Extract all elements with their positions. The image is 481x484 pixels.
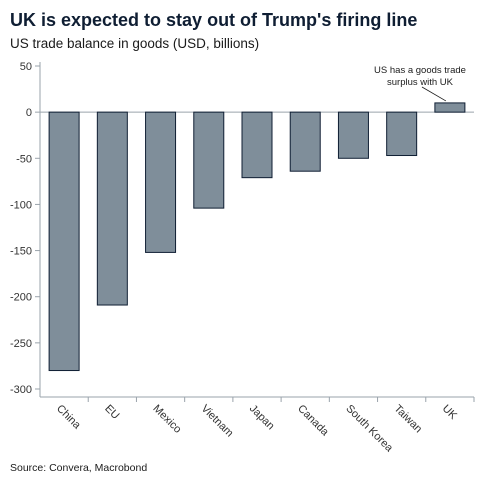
annotation-text: surplus with UK — [387, 77, 454, 88]
x-tick-label: China — [54, 403, 83, 432]
bar-japan — [241, 111, 273, 179]
x-tick-label: Japan — [247, 403, 277, 433]
y-tick-label: -150 — [10, 246, 32, 258]
source-note: Source: Convera, Macrobond — [10, 462, 148, 474]
bar-south-korea — [337, 111, 369, 159]
x-tick-label: Vietnam — [199, 403, 236, 440]
annotation-text: US has a goods trade — [374, 65, 466, 76]
bar-uk — [434, 102, 466, 113]
y-tick-label: -200 — [10, 292, 32, 304]
x-tick-label: South Korea — [343, 403, 395, 455]
annotation-pointer — [421, 86, 447, 102]
x-tick-label: Canada — [295, 403, 331, 439]
bar-china — [48, 111, 80, 372]
y-tick-label: -50 — [16, 153, 32, 165]
y-tick-label: -250 — [10, 338, 32, 350]
chart-title: UK is expected to stay out of Trump's fi… — [10, 10, 418, 30]
y-tick-label: 0 — [26, 107, 32, 119]
y-tick-label: -100 — [10, 199, 32, 211]
x-tick-label: EU — [102, 403, 121, 422]
x-tick-label: UK — [440, 403, 460, 423]
bars — [48, 102, 466, 372]
y-tick-label: -300 — [10, 384, 32, 396]
bar-eu — [96, 111, 128, 306]
bar-mexico — [145, 111, 177, 253]
bar-vietnam — [193, 111, 225, 209]
bar-canada — [289, 111, 321, 172]
x-tick-label: Taiwan — [392, 403, 425, 436]
x-tick-label: Mexico — [150, 403, 183, 436]
chart-subtitle: US trade balance in goods (USD, billions… — [10, 36, 260, 51]
y-tick-label: 50 — [20, 61, 32, 73]
bar-taiwan — [386, 111, 418, 157]
x-axis: China EU Mexico Vietnam Japan Canada South Kor… — [40, 396, 475, 455]
